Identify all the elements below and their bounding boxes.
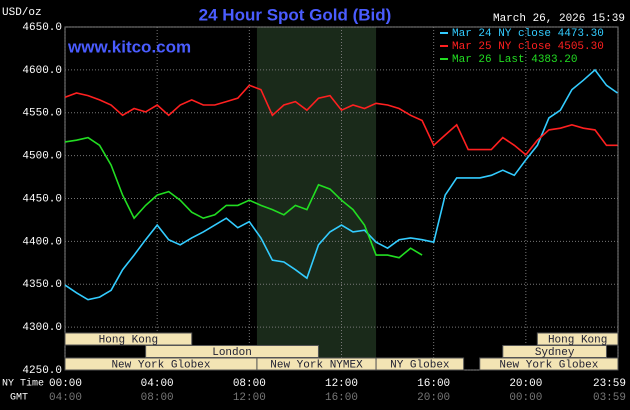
legend-label: Mar 24 NY close 4473.30 bbox=[452, 28, 604, 40]
y-tick-label: 4550.0 bbox=[22, 108, 62, 120]
x-axis-label: NY Time bbox=[2, 378, 44, 390]
legend-label: Mar 26 Last 4383.20 bbox=[452, 54, 577, 66]
session-label: New York NYMEX bbox=[270, 359, 363, 371]
chart-date: March 26, 2026 15:39 bbox=[493, 13, 625, 25]
y-tick-label: 4300.0 bbox=[22, 322, 62, 334]
y-tick-label: 4250.0 bbox=[22, 365, 62, 377]
session-shade bbox=[256, 27, 377, 370]
session-label: NY Globex bbox=[390, 359, 450, 371]
session-label: Hong Kong bbox=[99, 334, 158, 346]
x2-tick-label: 20:00 bbox=[417, 392, 450, 404]
session-label: New York Globex bbox=[499, 359, 598, 371]
chart-title: 24 Hour Spot Gold (Bid) bbox=[199, 5, 392, 24]
x2-tick-label: 03:59 bbox=[593, 392, 626, 404]
series-line bbox=[64, 136, 423, 259]
x-tick-label: 08:00 bbox=[233, 378, 266, 390]
series-line bbox=[64, 68, 618, 301]
session-bar bbox=[64, 332, 193, 346]
x2-tick-label: 12:00 bbox=[233, 392, 266, 404]
x-tick-label: 00:00 bbox=[49, 378, 82, 390]
y-tick-label: 4350.0 bbox=[22, 279, 62, 291]
y-tick-label: 4500.0 bbox=[22, 151, 62, 163]
x2-tick-label: 08:00 bbox=[141, 392, 174, 404]
y-tick-label: 4650.0 bbox=[22, 22, 62, 34]
y-axis-label: USD/oz bbox=[2, 7, 42, 19]
x2-tick-label: 00:00 bbox=[509, 392, 542, 404]
x-tick-label: 12:00 bbox=[325, 378, 358, 390]
session-bar bbox=[375, 357, 465, 371]
x-tick-label: 20:00 bbox=[509, 378, 542, 390]
x2-axis-label: GMT bbox=[10, 393, 28, 404]
session-label: New York Globex bbox=[111, 359, 210, 371]
series-line bbox=[64, 84, 618, 156]
session-bar bbox=[479, 357, 619, 371]
x-tick-label: 16:00 bbox=[417, 378, 450, 390]
x2-tick-label: 16:00 bbox=[325, 392, 358, 404]
session-label: London bbox=[212, 347, 252, 359]
source-label: www.kitco.com bbox=[67, 37, 191, 56]
y-tick-label: 4450.0 bbox=[22, 193, 62, 205]
y-tick-label: 4400.0 bbox=[22, 236, 62, 248]
session-label: Hong Kong bbox=[548, 334, 607, 346]
session-label: Sydney bbox=[535, 347, 575, 359]
x-tick-label: 23:59 bbox=[593, 378, 626, 390]
x2-tick-label: 04:00 bbox=[49, 392, 82, 404]
x-tick-label: 04:00 bbox=[141, 378, 174, 390]
legend-label: Mar 25 NY close 4505.30 bbox=[452, 41, 604, 53]
y-tick-label: 4600.0 bbox=[22, 65, 62, 77]
